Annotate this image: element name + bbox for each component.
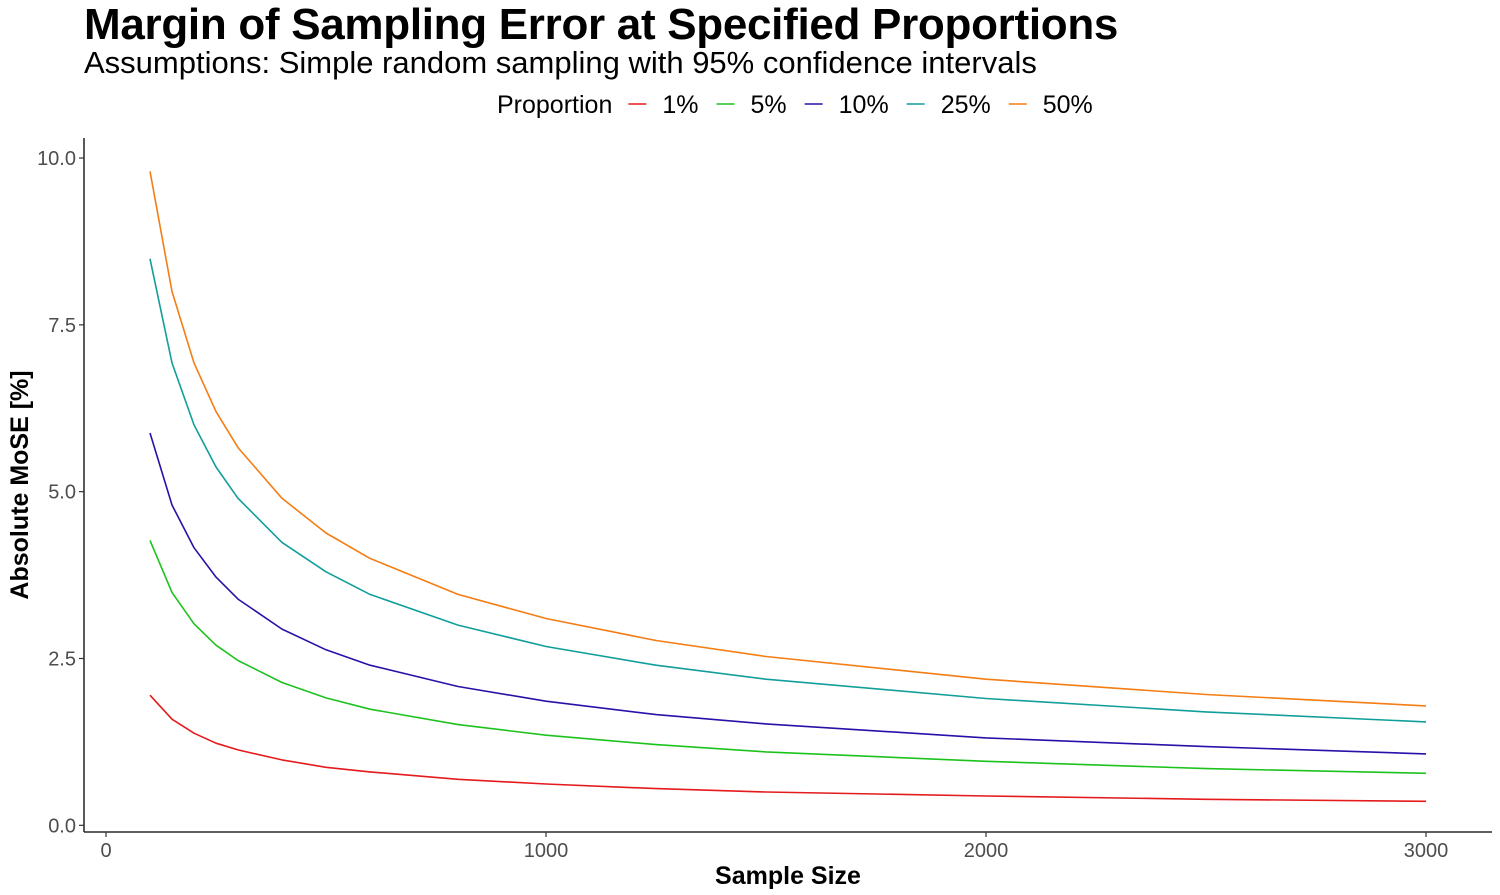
legend-title: Proportion bbox=[497, 91, 612, 119]
chart-subtitle: Assumptions: Simple random sampling with… bbox=[84, 45, 1037, 80]
y-tick-label: 7.5 bbox=[48, 315, 76, 337]
legend-label: 1% bbox=[662, 91, 698, 119]
y-tick-label: 0.0 bbox=[48, 815, 76, 837]
legend-label: 5% bbox=[751, 91, 787, 119]
y-tick-label: 5.0 bbox=[48, 482, 76, 504]
y-axis-title: Absolute MoSE [%] bbox=[6, 370, 34, 599]
series-line-50pct bbox=[149, 171, 1427, 707]
series-line-1pct bbox=[149, 694, 1427, 803]
x-axis-title: Sample Size bbox=[715, 862, 861, 890]
series-line-5pct bbox=[149, 540, 1427, 775]
axes: 0.0 2.5 5.0 7.5 10.0 0 1000 2000 3000 bbox=[37, 138, 1492, 862]
legend-label: 25% bbox=[941, 91, 991, 119]
series-line-25pct bbox=[149, 258, 1427, 723]
x-tick-label: 0 bbox=[100, 840, 111, 862]
legend-label: 50% bbox=[1043, 91, 1093, 119]
y-tick-label: 2.5 bbox=[48, 649, 76, 671]
x-tick-label: 3000 bbox=[1404, 840, 1449, 862]
legend: Proportion 1% 5% 10% 25% 50% bbox=[497, 91, 1093, 119]
x-tick-label: 2000 bbox=[964, 840, 1009, 862]
y-tick-label: 10.0 bbox=[37, 148, 76, 170]
legend-label: 10% bbox=[839, 91, 889, 119]
chart-title: Margin of Sampling Error at Specified Pr… bbox=[84, 0, 1119, 49]
x-tick-label: 1000 bbox=[524, 840, 569, 862]
series-line-10pct bbox=[149, 432, 1427, 755]
series-layer bbox=[149, 171, 1427, 803]
